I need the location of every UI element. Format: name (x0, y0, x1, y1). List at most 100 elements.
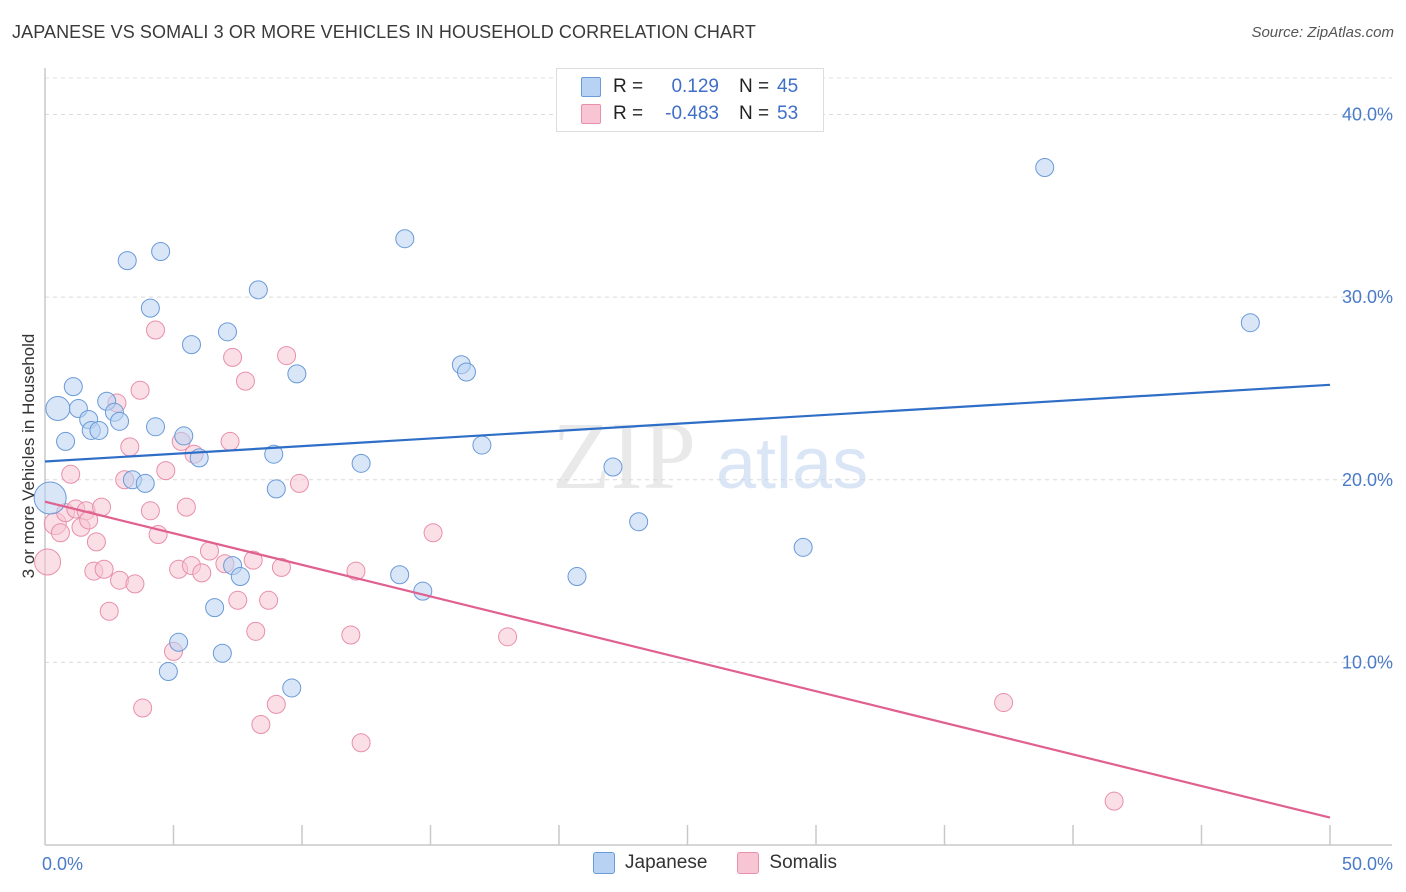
source-label: Source: ZipAtlas.com (1251, 24, 1394, 41)
somali-point (243, 550, 263, 570)
legend-n-label: N = (739, 103, 770, 124)
somali-point (498, 627, 518, 647)
somali-point (259, 590, 279, 610)
somali-point (192, 563, 212, 583)
japanese-point (212, 643, 232, 663)
japanese-point (603, 457, 623, 477)
japanese-point (230, 567, 250, 587)
legend: R = 0.129 N = 45 R = -0.483 N = 53 (556, 68, 824, 132)
somali-point (125, 574, 145, 594)
japanese-point (264, 444, 284, 464)
y-tick-label: 20.0% (1342, 470, 1393, 490)
legend-n-label: N = (739, 76, 770, 97)
legend-r-value: 0.129 (671, 76, 719, 97)
japanese-point (174, 426, 194, 446)
somali-point (79, 510, 99, 530)
somali-point (156, 461, 176, 481)
somali-trend-line (44, 500, 1331, 819)
somali-point (1104, 791, 1124, 811)
somali-point (61, 464, 81, 484)
japanese-point (45, 396, 71, 422)
japanese-point (1035, 157, 1055, 177)
watermark-atlas: atlas (716, 424, 868, 504)
somali-point (130, 380, 150, 400)
japanese-point (63, 377, 83, 397)
legend-n-value: 53 (777, 103, 799, 124)
japanese-swatch-icon (593, 852, 615, 874)
watermark-zip: ZIP (552, 402, 696, 509)
somali-point (94, 559, 114, 579)
axes (44, 68, 1392, 846)
somali-point (277, 346, 297, 366)
japanese-point (169, 632, 189, 652)
japanese-point (1240, 313, 1260, 333)
legend-item-label: Somalis (769, 852, 837, 873)
legend-r-label: R = (613, 76, 644, 97)
japanese-point (287, 364, 307, 384)
tick-labels: 10.0% 20.0% 30.0% 40.0% 0.0% 50.0% (42, 105, 1393, 874)
y-tick-label: 40.0% (1342, 105, 1393, 125)
japanese-point (395, 229, 415, 249)
legend-r-value: -0.483 (665, 103, 719, 124)
somali-swatch-icon (737, 852, 760, 874)
japanese-point (282, 678, 302, 698)
somali-point (99, 601, 119, 621)
japanese-point (110, 411, 130, 431)
somali-point (235, 371, 255, 391)
somali-points (34, 320, 1124, 811)
x-tick-label: 50.0% (1342, 854, 1393, 874)
japanese-point (390, 565, 410, 585)
legend-row-somali: R = -0.483 N = 53 (581, 103, 798, 125)
somali-point (346, 561, 366, 581)
bottom-legend: Japanese Somalis (593, 852, 867, 874)
japanese-point (472, 435, 492, 455)
japanese-point (158, 662, 178, 682)
legend-item-somalis[interactable]: Somalis (737, 852, 837, 874)
japanese-point (205, 598, 225, 618)
japanese-point (140, 298, 160, 318)
somali-point (220, 431, 240, 451)
legend-item-japanese[interactable]: Japanese (593, 852, 707, 874)
japanese-point (266, 479, 286, 499)
somali-point (223, 347, 243, 367)
somali-point (289, 473, 309, 493)
somali-point (251, 714, 271, 734)
somali-point (176, 497, 196, 517)
japanese-point (56, 431, 76, 451)
trend-lines (44, 383, 1331, 819)
japanese-point (413, 581, 433, 601)
japanese-swatch-icon (581, 77, 601, 97)
japanese-point (146, 417, 166, 437)
japanese-point (351, 453, 371, 473)
japanese-point (135, 473, 155, 493)
somali-point (341, 625, 361, 645)
legend-n-value: 45 (777, 76, 799, 97)
somali-point (146, 320, 166, 340)
somali-point (266, 694, 286, 714)
japanese-point (629, 512, 649, 532)
japanese-trend-line (44, 383, 1331, 463)
japanese-point (181, 335, 201, 355)
japanese-point (117, 251, 137, 271)
somali-point (423, 523, 443, 543)
y-tick-label: 30.0% (1342, 287, 1393, 307)
japanese-point (567, 567, 587, 587)
japanese-point (89, 420, 109, 440)
somali-point (246, 621, 266, 641)
japanese-points (33, 157, 1260, 698)
somali-point (351, 733, 371, 753)
japanese-point (456, 362, 476, 382)
somali-point (34, 548, 62, 576)
legend-r-label: R = (613, 103, 644, 124)
somali-swatch-icon (581, 104, 601, 124)
somali-point (50, 523, 70, 543)
somali-point (271, 557, 291, 577)
somali-point (86, 532, 106, 552)
japanese-point (793, 537, 813, 557)
japanese-point (217, 322, 237, 342)
legend-item-label: Japanese (625, 852, 708, 873)
somali-point (994, 693, 1014, 713)
chart-title: JAPANESE VS SOMALI 3 OR MORE VEHICLES IN… (12, 22, 756, 42)
somali-point (120, 437, 140, 457)
